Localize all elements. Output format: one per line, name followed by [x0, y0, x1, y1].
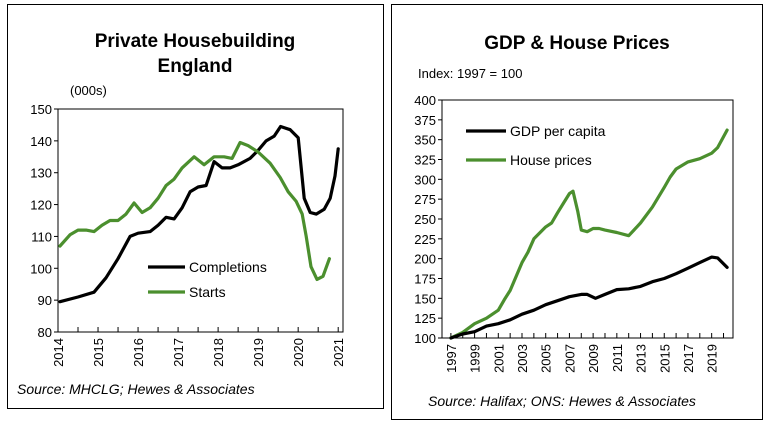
x-tick-label: 1999 — [468, 344, 483, 373]
y-tick-label: 325 — [414, 153, 436, 168]
x-tick-label: 2020 — [291, 338, 306, 367]
y-tick-label: 150 — [30, 102, 52, 117]
x-tick-label: 2019 — [251, 338, 266, 367]
y-tick-label: 200 — [414, 252, 436, 267]
series-line-gdp-per-capita — [449, 255, 729, 340]
y-tick-label: 150 — [414, 291, 436, 306]
x-tick-label: 2018 — [211, 338, 226, 367]
x-tick-label: 2015 — [91, 338, 106, 367]
y-tick-label: 250 — [414, 212, 436, 227]
right-source: Source: Halifax; ONS: Hewes & Associates — [428, 393, 696, 409]
y-tick-label: 225 — [414, 232, 436, 247]
right-title: GDP & House Prices — [484, 33, 670, 54]
gdp-house-prices-chart: 100 125 150 175 200 225 250 275 300 325 350 375 400 1… — [414, 93, 734, 373]
y-tick-label: 175 — [414, 272, 436, 287]
y-tick-label: 125 — [414, 311, 436, 326]
x-tick-label: 2015 — [657, 344, 672, 373]
x-tick-label: 2016 — [131, 338, 146, 367]
x-tick-label: 2001 — [491, 344, 506, 373]
series-line-completions — [58, 124, 340, 304]
legend-label: Starts — [189, 284, 226, 300]
y-tick-label: 140 — [30, 134, 52, 149]
x-tick-label: 2011 — [610, 344, 625, 372]
legend-label: House prices — [510, 152, 592, 168]
x-tick-label: 1997 — [444, 344, 459, 373]
x-tick-label: 2017 — [681, 344, 696, 373]
y-tick-label: 100 — [414, 331, 436, 346]
y-tick-label: 110 — [31, 229, 52, 244]
right-subtitle: Index: 1997 = 100 — [418, 66, 522, 81]
y-tick-label: 375 — [414, 113, 436, 128]
x-tick-label: 2005 — [539, 344, 554, 373]
y-tick-label: 120 — [30, 198, 52, 213]
left-panel-border — [7, 4, 384, 409]
y-tick-label: 100 — [30, 261, 52, 276]
y-tick-label: 80 — [38, 325, 52, 340]
y-tick-label: 275 — [414, 192, 436, 207]
x-tick-label: 2009 — [586, 344, 601, 373]
y-tick-label: 400 — [414, 93, 436, 108]
legend-label: Completions — [189, 259, 267, 275]
left-title-line-2: England — [158, 56, 233, 77]
x-tick-label: 2014 — [51, 338, 66, 367]
plot-area — [57, 108, 344, 333]
y-tick-label: 300 — [414, 172, 436, 187]
x-tick-label: 2021 — [331, 338, 346, 367]
housebuilding-chart: 80 90 100 110 120 130 140 150 2014 2015 2016 2017 20… — [30, 102, 346, 367]
left-source: Source: MHCLG; Hewes & Associates — [17, 381, 255, 397]
y-tick-label: 350 — [414, 133, 436, 148]
y-tick-label: 130 — [30, 166, 52, 181]
x-tick-label: 2017 — [171, 338, 186, 367]
series-line-house-prices — [449, 128, 729, 340]
legend-label: GDP per capita — [510, 123, 606, 139]
x-tick-label: 2013 — [634, 344, 649, 373]
x-tick-label: 2019 — [705, 344, 720, 373]
x-tick-label: 2003 — [515, 344, 530, 373]
left-unit-label: (000s) — [70, 83, 107, 98]
y-tick-label: 90 — [38, 293, 52, 308]
x-tick-label: 2007 — [562, 344, 577, 373]
right-panel-border — [391, 4, 763, 420]
series-line-starts — [58, 140, 331, 281]
left-title-line-1: Private Housebuilding — [95, 31, 296, 52]
